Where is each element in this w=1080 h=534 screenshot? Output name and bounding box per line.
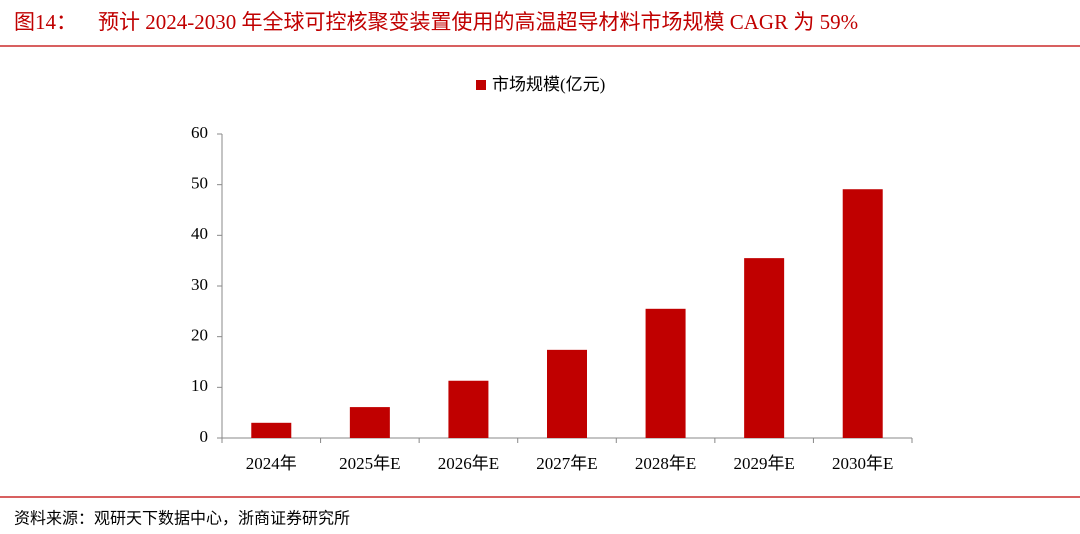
y-tick-label: 50: [191, 174, 208, 193]
x-tick-label: 2024年: [246, 454, 297, 473]
x-tick-label: 2030年E: [832, 454, 893, 473]
bar: [547, 349, 587, 438]
bar: [349, 407, 390, 438]
bar: [744, 258, 785, 438]
source-note: 资料来源：观研天下数据中心，浙商证券研究所: [14, 510, 350, 528]
bar: [842, 189, 883, 438]
legend-label: 市场规模(亿元): [492, 75, 605, 94]
legend-swatch: [476, 80, 486, 90]
y-tick-label: 20: [191, 326, 208, 345]
bar: [251, 422, 292, 438]
bar: [448, 380, 489, 438]
x-tick-label: 2027年E: [536, 454, 597, 473]
bar: [645, 308, 686, 438]
x-tick-label: 2029年E: [733, 454, 794, 473]
x-tick-label: 2028年E: [635, 454, 696, 473]
y-tick-label: 30: [191, 275, 208, 294]
y-tick-label: 60: [191, 123, 208, 142]
x-tick-label: 2026年E: [438, 454, 499, 473]
y-tick-label: 10: [191, 376, 208, 395]
y-tick-label: 40: [191, 224, 208, 243]
x-tick-label: 2025年E: [339, 454, 400, 473]
y-tick-label: 0: [200, 427, 209, 446]
figure-label: 图14：: [14, 10, 77, 34]
chart-title: 预计 2024-2030 年全球可控核聚变装置使用的高温超导材料市场规模 CAG…: [98, 10, 858, 34]
